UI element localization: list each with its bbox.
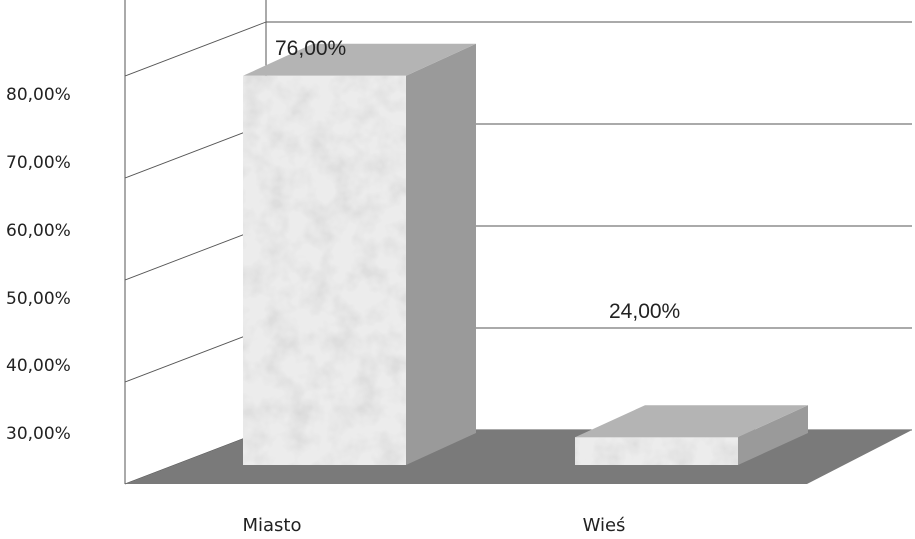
bar-wieś [575, 405, 808, 465]
gridline-side [124, 225, 267, 281]
bars [243, 43, 808, 466]
gridline-side [124, 123, 267, 179]
bar-side-face [406, 43, 476, 466]
y-tick-label: 70,00% [6, 153, 71, 173]
data-label: 24,00% [609, 300, 680, 323]
bar-top-face [243, 43, 476, 76]
bar-top-face [575, 405, 808, 438]
y-tick-label: 40,00% [6, 356, 71, 376]
x-axis-category-labels: Miasto Wieś [242, 515, 625, 536]
bar-side-face [738, 405, 808, 465]
y-tick-label: 80,00% [6, 85, 71, 105]
y-axis-tick-labels: 30,00% 40,00% 50,00% 60,00% 70,00% 80,00% [6, 85, 71, 444]
data-labels: 76,00% 24,00% [275, 37, 680, 323]
bar-front-face [243, 75, 406, 466]
y-tick-label: 30,00% [6, 424, 71, 444]
category-label: Miasto [242, 515, 301, 536]
bar-miasto [243, 43, 476, 466]
y-tick-label: 50,00% [6, 289, 71, 309]
y-tick-label: 60,00% [6, 221, 71, 241]
bar-front-face [575, 437, 738, 465]
data-label: 76,00% [275, 37, 346, 60]
gridline-side [124, 327, 267, 383]
category-label: Wieś [583, 515, 626, 536]
gridline-side [124, 21, 267, 77]
